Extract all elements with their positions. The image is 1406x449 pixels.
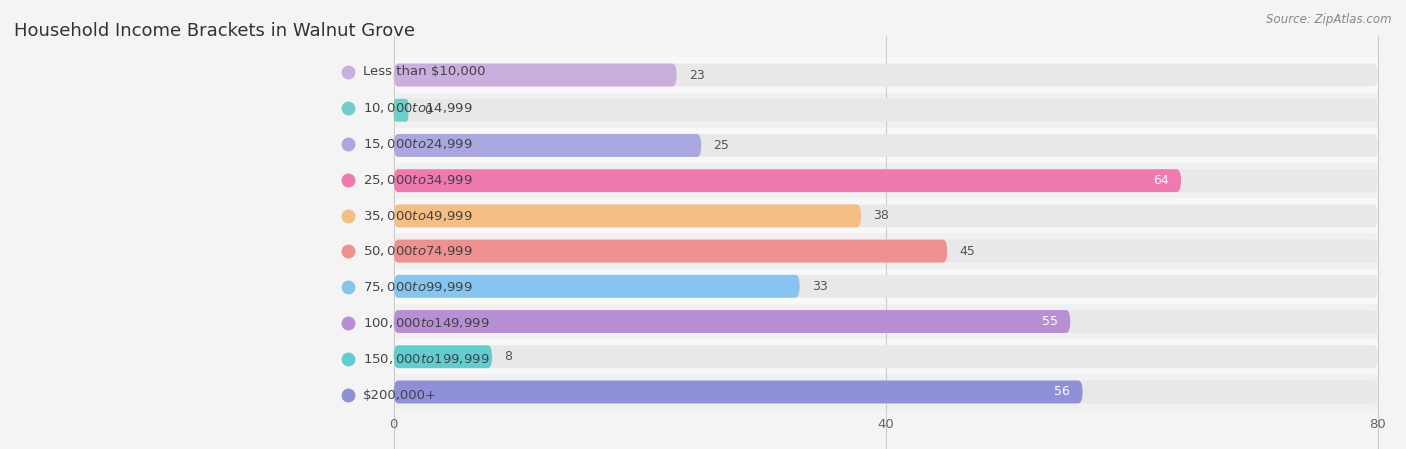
FancyBboxPatch shape [394, 374, 1378, 409]
FancyBboxPatch shape [394, 134, 1378, 157]
FancyBboxPatch shape [394, 64, 676, 87]
Text: 38: 38 [873, 209, 890, 222]
Text: 33: 33 [813, 280, 828, 293]
FancyBboxPatch shape [394, 163, 1378, 198]
FancyBboxPatch shape [394, 169, 1378, 192]
Text: $200,000+: $200,000+ [363, 389, 437, 401]
FancyBboxPatch shape [394, 339, 1378, 374]
FancyBboxPatch shape [394, 204, 1378, 227]
FancyBboxPatch shape [394, 134, 702, 157]
Text: 55: 55 [1042, 315, 1057, 328]
Text: $100,000 to $149,999: $100,000 to $149,999 [363, 316, 489, 330]
FancyBboxPatch shape [394, 269, 1378, 304]
FancyBboxPatch shape [394, 92, 1378, 128]
FancyBboxPatch shape [394, 345, 492, 368]
Text: $35,000 to $49,999: $35,000 to $49,999 [363, 208, 472, 223]
Text: $10,000 to $14,999: $10,000 to $14,999 [363, 101, 472, 115]
FancyBboxPatch shape [394, 99, 1378, 122]
Text: 56: 56 [1054, 385, 1070, 398]
FancyBboxPatch shape [394, 380, 1378, 403]
Text: 25: 25 [714, 139, 730, 152]
Text: $150,000 to $199,999: $150,000 to $199,999 [363, 352, 489, 366]
Text: Source: ZipAtlas.com: Source: ZipAtlas.com [1267, 13, 1392, 26]
Text: 45: 45 [960, 245, 976, 258]
Text: $15,000 to $24,999: $15,000 to $24,999 [363, 136, 472, 151]
FancyBboxPatch shape [394, 275, 800, 298]
Text: Household Income Brackets in Walnut Grove: Household Income Brackets in Walnut Grov… [14, 22, 415, 40]
FancyBboxPatch shape [394, 204, 860, 227]
FancyBboxPatch shape [394, 240, 1378, 263]
FancyBboxPatch shape [394, 64, 1378, 87]
FancyBboxPatch shape [394, 275, 1378, 298]
FancyBboxPatch shape [394, 380, 1083, 403]
FancyBboxPatch shape [394, 99, 409, 122]
Text: 8: 8 [505, 350, 512, 363]
FancyBboxPatch shape [394, 304, 1378, 339]
Text: $50,000 to $74,999: $50,000 to $74,999 [363, 244, 472, 259]
Text: 0: 0 [425, 104, 433, 117]
FancyBboxPatch shape [394, 233, 1378, 269]
FancyBboxPatch shape [394, 57, 1378, 92]
FancyBboxPatch shape [394, 198, 1378, 233]
FancyBboxPatch shape [394, 128, 1378, 163]
FancyBboxPatch shape [394, 310, 1378, 333]
Text: $25,000 to $34,999: $25,000 to $34,999 [363, 172, 472, 187]
Text: Less than $10,000: Less than $10,000 [363, 66, 486, 78]
Text: 64: 64 [1153, 174, 1168, 187]
FancyBboxPatch shape [394, 169, 1181, 192]
Text: $75,000 to $99,999: $75,000 to $99,999 [363, 280, 472, 295]
FancyBboxPatch shape [394, 240, 948, 263]
Text: 23: 23 [689, 69, 704, 82]
FancyBboxPatch shape [394, 310, 1070, 333]
FancyBboxPatch shape [394, 345, 1378, 368]
